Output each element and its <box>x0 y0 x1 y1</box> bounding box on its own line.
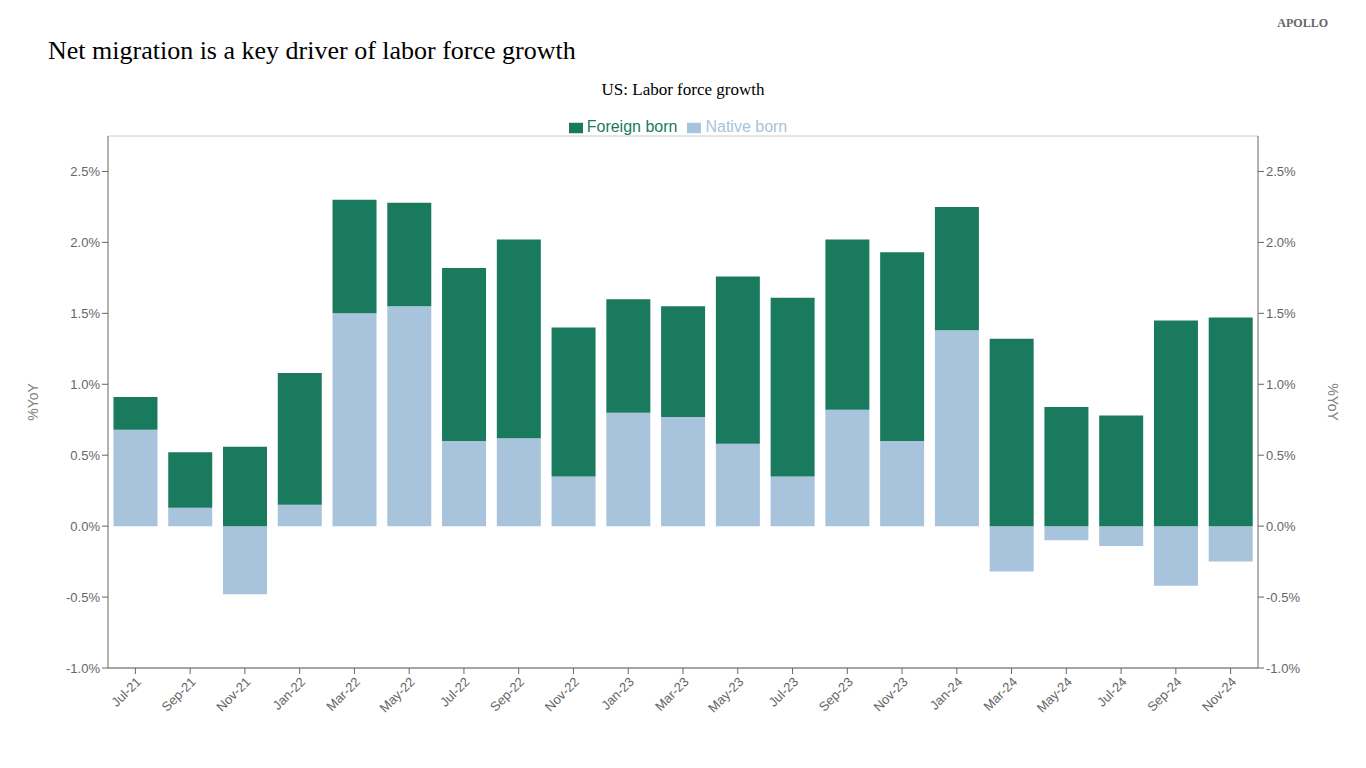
html-text:US: Labor force growth: US: Labor force growth <box>601 80 765 99</box>
svg-text:May-22: May-22 <box>377 674 418 715</box>
html-text:Net migration is a key driver: Net migration is a key driver of labor f… <box>48 36 576 65</box>
svg-text:Mar-24: Mar-24 <box>980 674 1020 714</box>
svg-text:Nov-21: Nov-21 <box>213 674 253 714</box>
svg-text:2.5%: 2.5% <box>1266 164 1296 179</box>
svg-text:1.5%: 1.5% <box>1266 306 1296 321</box>
svg-text:Sep-23: Sep-23 <box>816 674 856 714</box>
svg-text:1.0%: 1.0% <box>70 377 100 392</box>
svg-text:Jul-24: Jul-24 <box>1094 674 1130 710</box>
svg-text:-1.0%: -1.0% <box>1266 661 1300 676</box>
svg-text:Sep-21: Sep-21 <box>159 674 199 714</box>
html-text:Native born: Native born <box>705 118 788 135</box>
svg-text:Mar-23: Mar-23 <box>652 674 692 714</box>
svg-text:Nov-24: Nov-24 <box>1199 674 1239 714</box>
svg-text:Nov-23: Nov-23 <box>870 674 910 714</box>
svg-text:2.5%: 2.5% <box>70 164 100 179</box>
html-text:Foreign born: Foreign born <box>586 118 678 135</box>
svg-text:May-24: May-24 <box>1034 674 1075 715</box>
svg-text:0.5%: 0.5% <box>70 448 100 463</box>
svg-text:%YoY: %YoY <box>25 383 41 421</box>
svg-text:-0.5%: -0.5% <box>66 590 100 605</box>
svg-text:Jan-24: Jan-24 <box>927 674 966 713</box>
svg-text:May-23: May-23 <box>705 674 746 715</box>
svg-text:Mar-22: Mar-22 <box>323 674 363 714</box>
svg-text:Sep-22: Sep-22 <box>487 674 527 714</box>
svg-text:Nov-22: Nov-22 <box>542 674 582 714</box>
svg-text:Jul-22: Jul-22 <box>437 674 473 710</box>
svg-text:0.5%: 0.5% <box>1266 448 1296 463</box>
svg-text:Jul-23: Jul-23 <box>766 674 802 710</box>
svg-text:2.0%: 2.0% <box>1266 235 1296 250</box>
svg-text:1.5%: 1.5% <box>70 306 100 321</box>
svg-text:0.0%: 0.0% <box>1266 519 1296 534</box>
svg-text:Jan-22: Jan-22 <box>270 674 309 713</box>
html-text:APOLLO: APOLLO <box>1277 16 1328 30</box>
svg-text:0.0%: 0.0% <box>70 519 100 534</box>
svg-text:Jan-23: Jan-23 <box>598 674 637 713</box>
svg-text:1.0%: 1.0% <box>1266 377 1296 392</box>
svg-text:Sep-24: Sep-24 <box>1144 674 1184 714</box>
svg-text:-0.5%: -0.5% <box>1266 590 1300 605</box>
svg-text:%YoY: %YoY <box>1325 383 1341 421</box>
svg-text:2.0%: 2.0% <box>70 235 100 250</box>
svg-text:Jul-21: Jul-21 <box>108 674 144 710</box>
svg-text:-1.0%: -1.0% <box>66 661 100 676</box>
